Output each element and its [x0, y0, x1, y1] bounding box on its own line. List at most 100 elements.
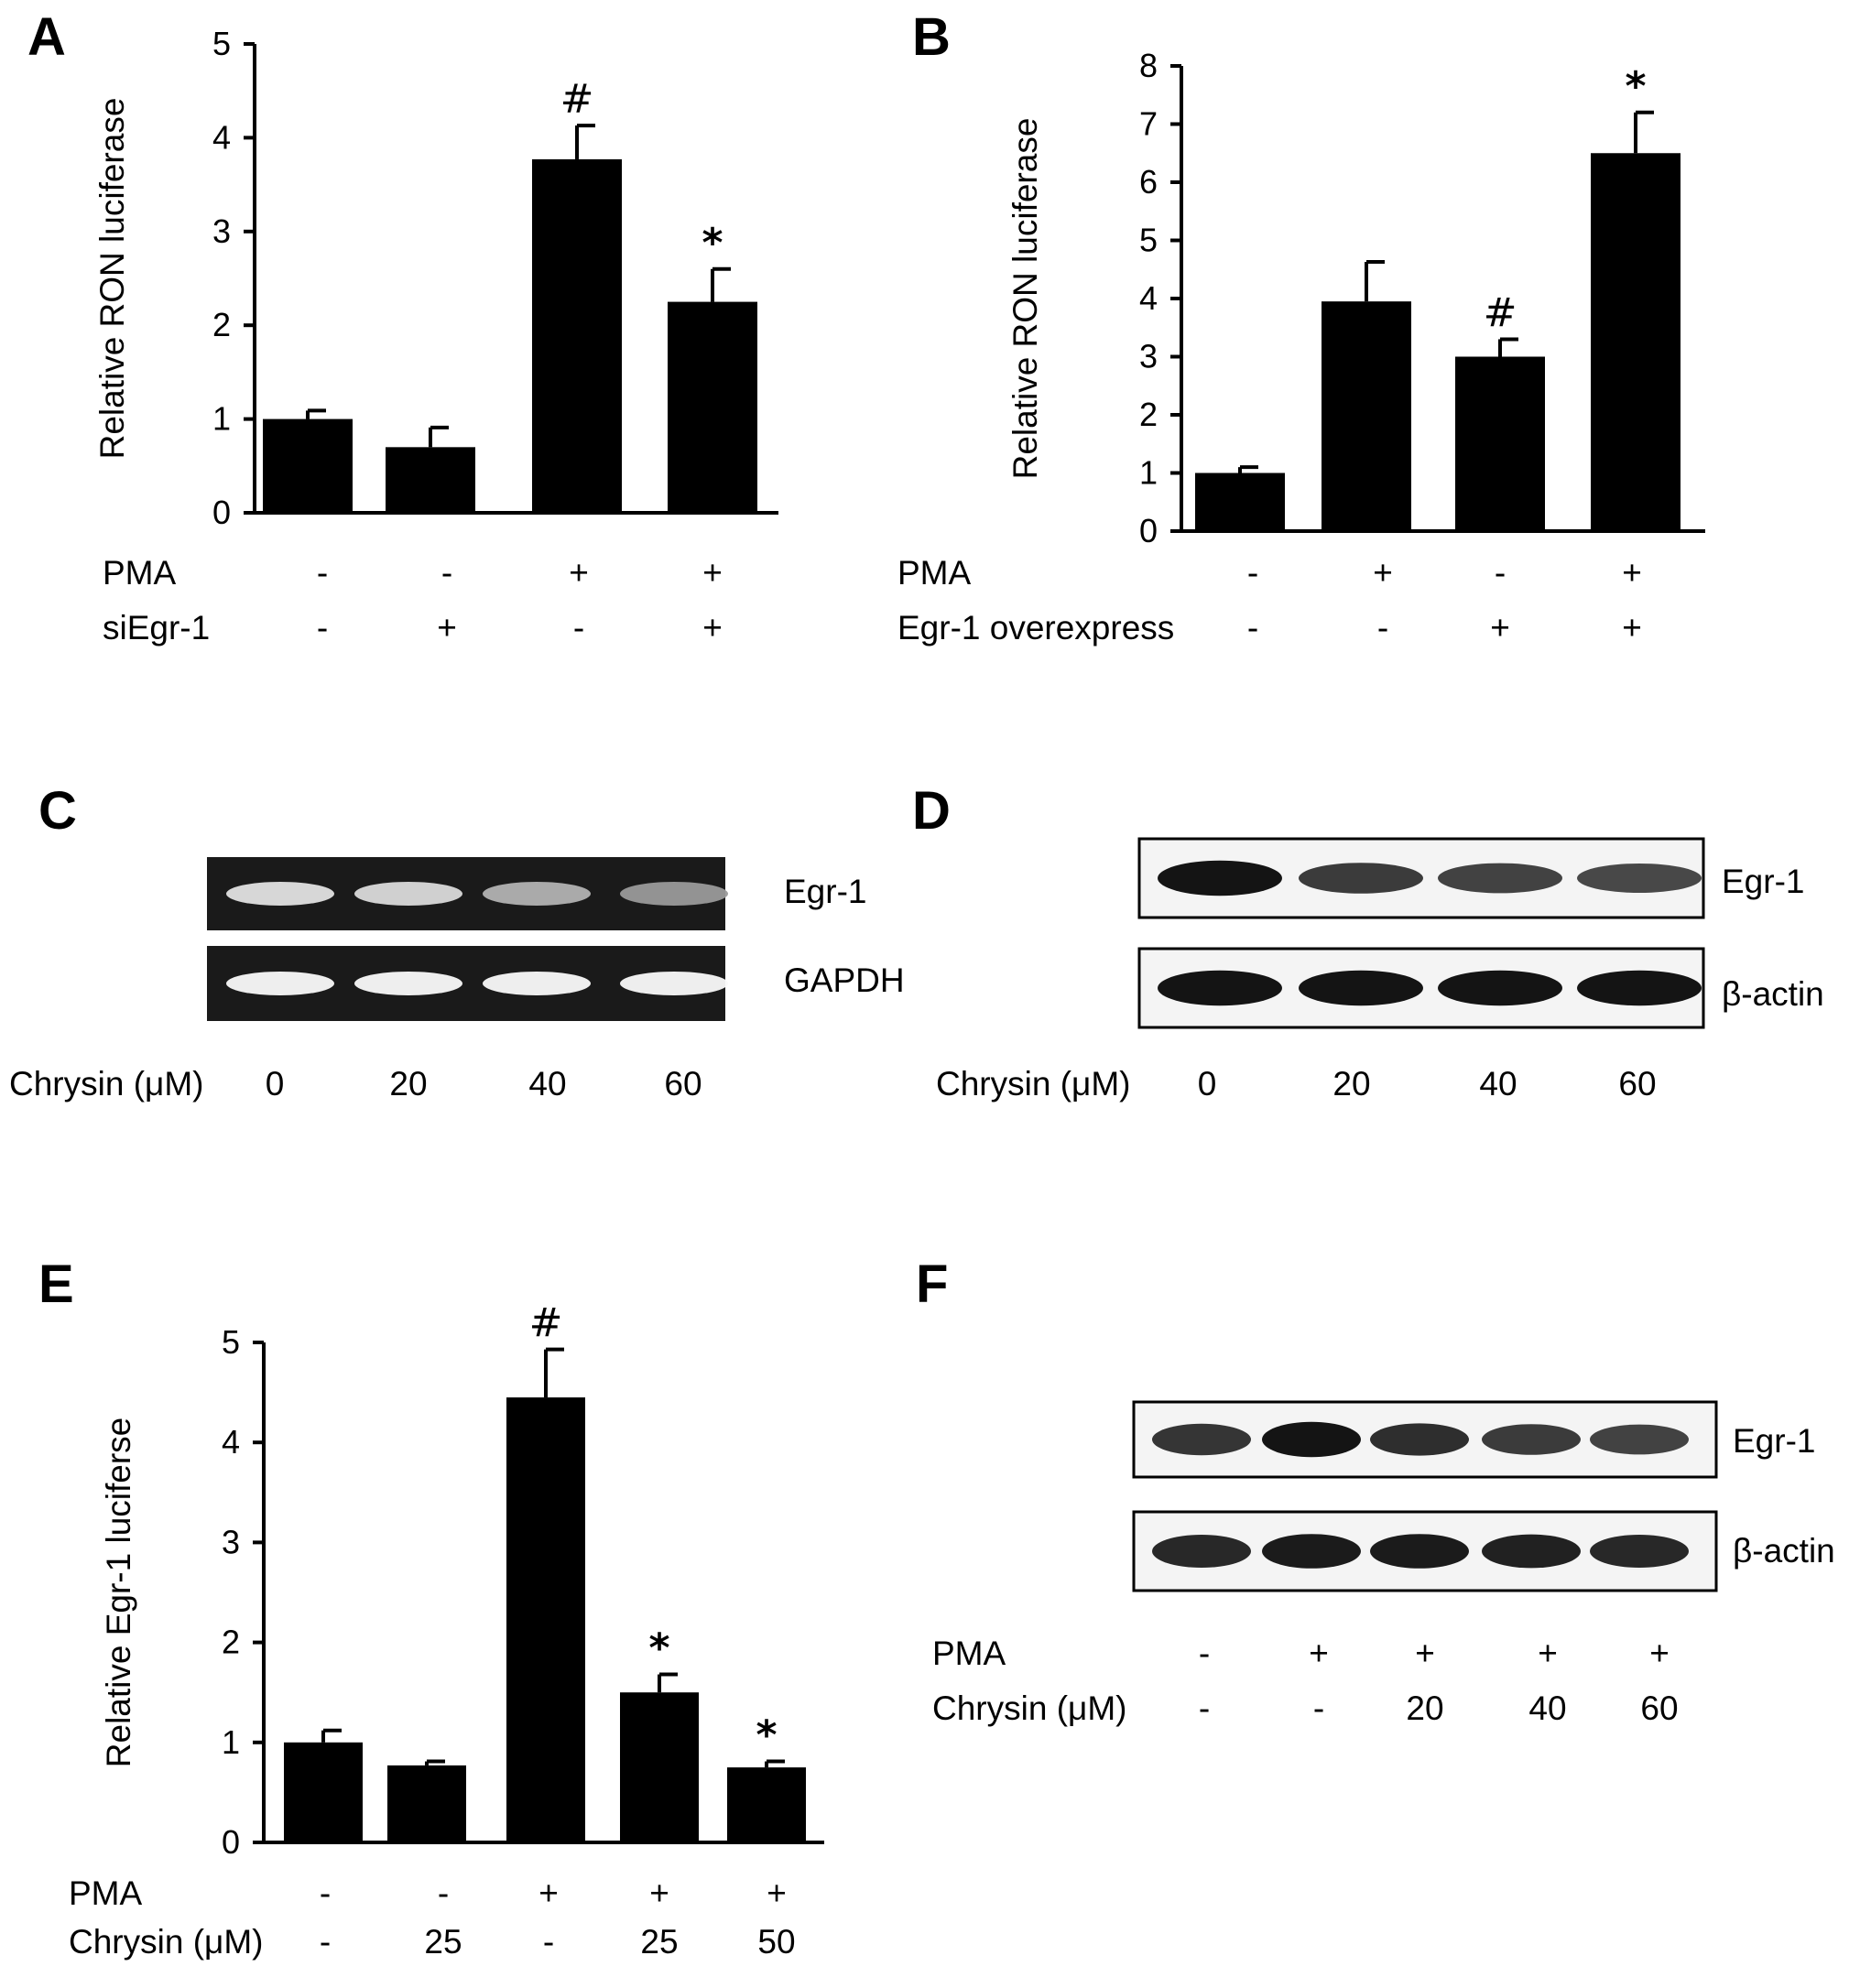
- y-axis-label: Relative RON luciferase: [1006, 118, 1044, 480]
- y-tick-label: 2: [1139, 396, 1158, 433]
- y-axis-label: Relative RON luciferase: [93, 98, 131, 460]
- panel-letter-f: F: [916, 1255, 948, 1314]
- lane-label: 60: [664, 1065, 702, 1103]
- band-label: Egr-1: [1722, 863, 1804, 900]
- star-annotation: *: [1625, 63, 1646, 110]
- gel-band: [354, 972, 462, 995]
- y-tick-label: 5: [212, 25, 231, 62]
- y-tick-label: 7: [1139, 105, 1158, 143]
- condition-mark: -: [317, 609, 328, 646]
- gel-band: [620, 972, 728, 995]
- condition-mark: +: [1649, 1635, 1670, 1672]
- y-tick-label: 0: [222, 1823, 240, 1861]
- blot-band: [1152, 1423, 1251, 1456]
- condition-mark: -: [320, 1874, 331, 1912]
- y-tick-label: 5: [1139, 222, 1158, 259]
- condition-mark: -: [543, 1923, 554, 1961]
- chart-panel-b: B 0 1 2 3 4 5 6 7 8 Relative RON luciferase # * PMA - +…: [897, 7, 1705, 646]
- blot-band: [1158, 970, 1282, 1006]
- lane-label: 20: [1332, 1065, 1370, 1103]
- condition-mark: +: [1309, 1635, 1329, 1672]
- blot-panel-c: C Egr-1 GAPDH Chrysin (μM) 0 20 40 60: [9, 781, 905, 1103]
- blot-band: [1482, 1534, 1581, 1569]
- lane-title: Chrysin (μM): [9, 1065, 203, 1103]
- panel-letter-d: D: [912, 781, 951, 841]
- bar: [1455, 356, 1545, 531]
- blot-band: [1370, 1423, 1469, 1456]
- band-label: β-actin: [1733, 1532, 1835, 1570]
- blot-band: [1262, 1534, 1361, 1569]
- condition-mark: +: [569, 554, 589, 592]
- y-tick-label: 3: [212, 212, 231, 250]
- blot-strip-1: [1137, 947, 1705, 1029]
- panel-letter-e: E: [38, 1255, 74, 1314]
- condition-label: PMA: [897, 554, 972, 592]
- bar: [620, 1692, 699, 1842]
- condition-label: PMA: [932, 1635, 1006, 1672]
- star-annotation: *: [702, 220, 723, 266]
- blot-band: [1577, 970, 1702, 1006]
- blot-band: [1590, 1424, 1689, 1455]
- blot-band: [1438, 863, 1562, 894]
- condition-mark: +: [1490, 609, 1510, 646]
- blot-band: [1299, 863, 1423, 894]
- band-label: β-actin: [1722, 975, 1824, 1013]
- star-annotation: *: [648, 1625, 669, 1672]
- blot-band: [1590, 1535, 1689, 1568]
- y-tick-label: 0: [212, 494, 231, 531]
- condition-mark: -: [438, 1874, 449, 1912]
- blot-band: [1152, 1535, 1251, 1568]
- bar: [727, 1767, 806, 1842]
- blot-band: [1158, 860, 1282, 896]
- hash-annotation: #: [1484, 289, 1517, 336]
- y-axis-label: Relative Egr-1 luciferse: [100, 1418, 137, 1767]
- lane-title: Chrysin (μM): [936, 1065, 1130, 1103]
- blot-band: [1262, 1421, 1361, 1458]
- y-tick-label: 1: [212, 400, 231, 438]
- hash-annotation: #: [529, 1300, 563, 1347]
- condition-mark: -: [1247, 554, 1258, 592]
- panel-letter-a: A: [27, 7, 66, 67]
- condition-label: Chrysin (μM): [932, 1689, 1126, 1727]
- panel-letter-c: C: [38, 781, 77, 841]
- y-tick-label: 3: [222, 1523, 240, 1560]
- condition-mark: +: [1415, 1635, 1435, 1672]
- panel-letter-b: B: [912, 7, 951, 67]
- gel-band: [226, 882, 334, 906]
- blot-panel-f: F Egr-1 β-actin PMA - + + + + Chrysin (μM) - - 20 40 6…: [916, 1255, 1835, 1727]
- gel-band: [226, 972, 334, 995]
- blot-band: [1438, 970, 1562, 1006]
- y-tick-label: 4: [212, 118, 231, 156]
- bar: [1322, 301, 1411, 531]
- y-tick-label: 2: [212, 306, 231, 343]
- blot-band: [1577, 864, 1702, 893]
- band-label: Egr-1: [1733, 1422, 1815, 1460]
- lane-label: 40: [1479, 1065, 1517, 1103]
- condition-mark: +: [1373, 554, 1393, 592]
- bar: [506, 1397, 585, 1842]
- bar: [263, 418, 353, 513]
- gel-band: [483, 882, 591, 906]
- condition-mark: +: [649, 1874, 669, 1912]
- y-tick-label: 5: [222, 1323, 240, 1361]
- y-tick-label: 4: [222, 1423, 240, 1461]
- gel-band: [620, 882, 728, 906]
- bar: [668, 301, 757, 513]
- condition-mark: -: [441, 554, 452, 592]
- y-tick-label: 0: [1139, 512, 1158, 549]
- y-tick-label: 8: [1139, 47, 1158, 84]
- y-tick-label: 3: [1139, 338, 1158, 375]
- condition-mark: 25: [640, 1923, 678, 1961]
- condition-mark: -: [1495, 554, 1506, 592]
- lane-label: 20: [389, 1065, 427, 1103]
- lane-label: 0: [1198, 1065, 1217, 1103]
- band-label: Egr-1: [784, 873, 866, 910]
- lane-label: 0: [266, 1065, 285, 1103]
- blot-band: [1299, 970, 1423, 1006]
- condition-mark: +: [437, 609, 457, 646]
- chart-panel-a: A 0 1 2 3 4 5 Relative RON luciferase # * PMA - - + + s…: [27, 7, 778, 646]
- gel-band: [483, 972, 591, 995]
- bar: [1591, 153, 1681, 531]
- condition-mark: -: [1377, 609, 1388, 646]
- y-tick-label: 4: [1139, 279, 1158, 317]
